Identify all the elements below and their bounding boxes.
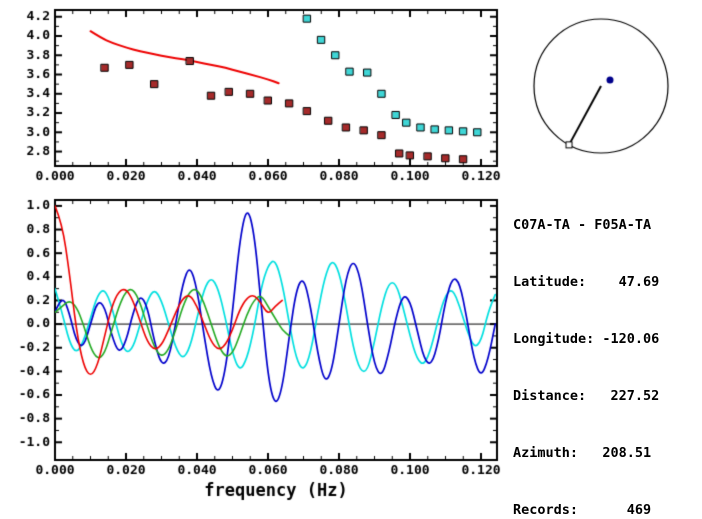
longitude-line: Longitude: -120.06	[513, 331, 660, 347]
azimuth-line: Azimuth: 208.51	[513, 445, 652, 461]
station-pair-title: C07A-TA - F05A-TA	[513, 217, 652, 233]
distance-line: Distance: 227.52	[513, 388, 660, 404]
latitude-line: Latitude: 47.69	[513, 274, 660, 290]
records-line: Records: 469	[513, 502, 652, 518]
station-info-panel: C07A-TA - F05A-TA Latitude: 47.69 Longit…	[513, 178, 659, 519]
